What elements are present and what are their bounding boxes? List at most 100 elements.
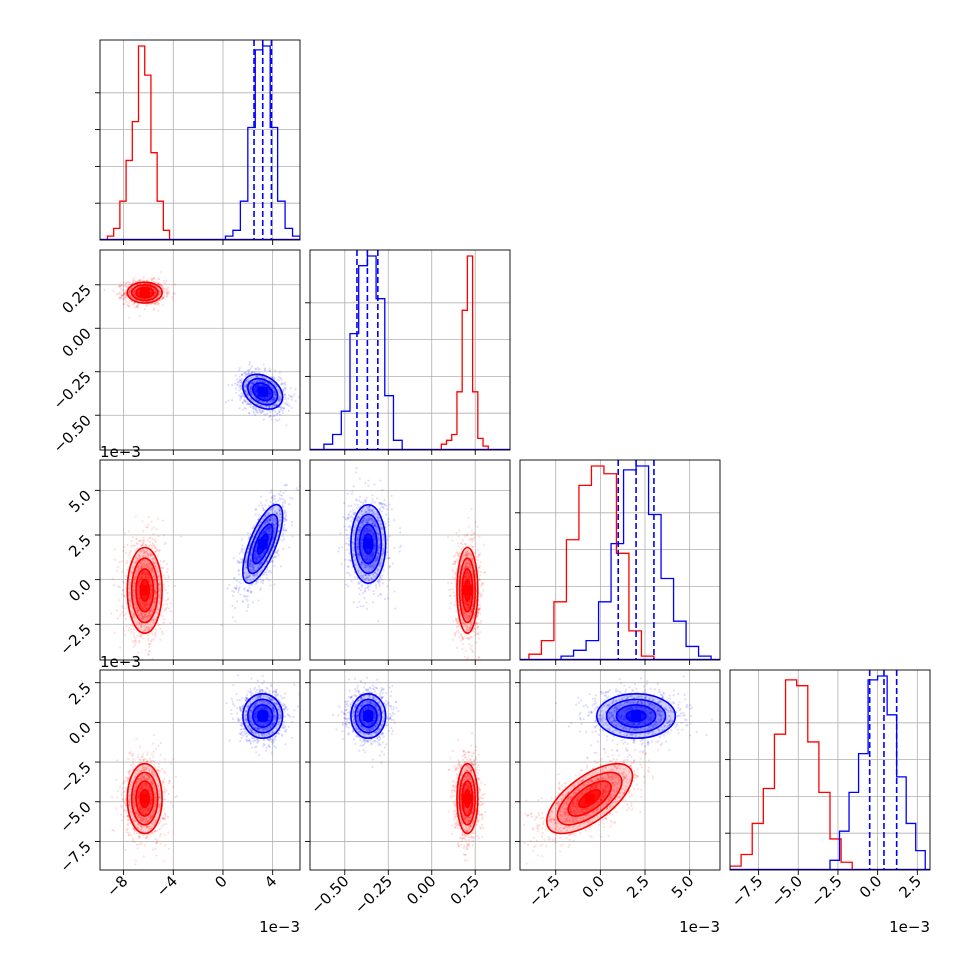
scatter-point bbox=[479, 606, 482, 609]
scatter-point bbox=[254, 397, 257, 400]
scatter-point bbox=[240, 538, 243, 541]
scatter-point bbox=[164, 282, 167, 285]
scatter-point bbox=[150, 292, 153, 295]
scatter-point bbox=[112, 290, 115, 293]
scatter-point bbox=[257, 368, 260, 371]
scatter-point bbox=[139, 574, 142, 577]
scatter-point bbox=[272, 517, 275, 520]
scatter-point bbox=[265, 573, 268, 577]
scatter-point bbox=[141, 559, 144, 563]
scatter-point bbox=[267, 526, 270, 529]
scatter-point bbox=[260, 411, 263, 415]
scatter-point bbox=[235, 387, 238, 390]
scatter-point bbox=[251, 381, 255, 385]
scatter-point bbox=[258, 384, 261, 388]
scatter-point bbox=[243, 399, 246, 402]
scatter-point bbox=[158, 601, 161, 604]
scatter-point bbox=[132, 302, 136, 305]
scatter-point bbox=[264, 396, 267, 399]
scatter-point bbox=[278, 509, 281, 512]
scatter-point bbox=[133, 639, 136, 642]
scatter-point bbox=[171, 298, 174, 301]
scatter-point bbox=[267, 550, 270, 553]
scatter-point bbox=[263, 369, 266, 372]
scatter-point bbox=[245, 400, 248, 403]
scatter-point bbox=[269, 391, 272, 395]
scatter-point bbox=[249, 558, 252, 561]
scatter-point bbox=[134, 295, 137, 298]
scatter-point bbox=[162, 566, 165, 569]
scatter-point bbox=[251, 526, 254, 530]
scatter-point bbox=[135, 542, 138, 545]
scatter-point bbox=[159, 627, 162, 630]
scatter-point bbox=[252, 566, 256, 569]
scatter-point bbox=[283, 483, 286, 487]
scatter-point bbox=[233, 577, 236, 580]
scatter-point bbox=[154, 635, 157, 638]
scatter-point bbox=[237, 569, 240, 572]
scatter-point bbox=[470, 620, 474, 623]
scatter-point bbox=[148, 603, 151, 606]
scatter-point bbox=[140, 617, 143, 620]
scatter-point bbox=[268, 519, 271, 522]
scatter-point bbox=[273, 510, 277, 513]
scatter-point bbox=[133, 279, 136, 282]
scatter-point bbox=[138, 580, 141, 584]
scatter-point bbox=[156, 303, 159, 306]
scatter-point bbox=[120, 294, 123, 297]
scatter-point bbox=[281, 535, 284, 538]
histogram-series-1 bbox=[829, 675, 926, 870]
scatter-point bbox=[147, 579, 150, 582]
scatter-point bbox=[246, 576, 249, 579]
scatter-point bbox=[129, 624, 132, 627]
scatter-point bbox=[276, 419, 279, 422]
scatter-point bbox=[149, 277, 152, 280]
scatter-point bbox=[277, 394, 281, 397]
scatter-point bbox=[120, 560, 123, 563]
contour-line bbox=[256, 533, 269, 555]
scatter-point bbox=[124, 296, 127, 299]
scatter-point bbox=[258, 383, 261, 386]
scatter-point bbox=[121, 550, 125, 553]
scatter-point bbox=[261, 379, 264, 383]
scatter-point bbox=[133, 632, 136, 635]
scatter-point bbox=[256, 559, 260, 562]
scatter-point bbox=[151, 557, 154, 561]
scatter-point bbox=[129, 290, 132, 294]
scatter-point bbox=[148, 626, 151, 629]
scatter-point bbox=[161, 304, 164, 307]
scatter-point bbox=[142, 555, 145, 558]
scatter-point bbox=[270, 380, 273, 383]
scatter-point bbox=[272, 398, 275, 401]
scatter-point bbox=[141, 615, 145, 618]
scatter-point bbox=[274, 404, 278, 407]
scatter-point bbox=[150, 292, 153, 295]
scatter-point bbox=[265, 401, 268, 404]
scatter-point bbox=[133, 289, 136, 292]
scatter-point bbox=[268, 392, 271, 395]
scatter-point bbox=[139, 565, 142, 568]
scatter-point bbox=[457, 625, 460, 628]
scatter-point bbox=[152, 276, 156, 280]
scatter-point bbox=[169, 610, 172, 613]
scatter-point bbox=[140, 578, 143, 581]
scatter-point bbox=[271, 496, 274, 499]
scatter-point bbox=[153, 292, 157, 295]
scatter-point bbox=[479, 573, 482, 577]
scatter-point bbox=[146, 562, 149, 565]
scatter-point bbox=[465, 658, 468, 660]
scatter-point bbox=[262, 385, 265, 388]
scatter-point bbox=[153, 557, 156, 560]
scatter-point bbox=[267, 530, 270, 533]
scatter-point bbox=[255, 556, 259, 559]
scatter-point bbox=[243, 548, 246, 551]
scatter-point bbox=[147, 615, 150, 618]
scatter-point bbox=[153, 562, 156, 565]
scatter-point bbox=[266, 519, 269, 523]
scatter-point bbox=[119, 297, 122, 300]
scatter-point bbox=[282, 388, 285, 391]
scatter-point bbox=[149, 592, 152, 596]
scatter-point bbox=[284, 386, 287, 389]
scatter-point bbox=[277, 375, 281, 379]
scatter-point bbox=[231, 383, 234, 387]
